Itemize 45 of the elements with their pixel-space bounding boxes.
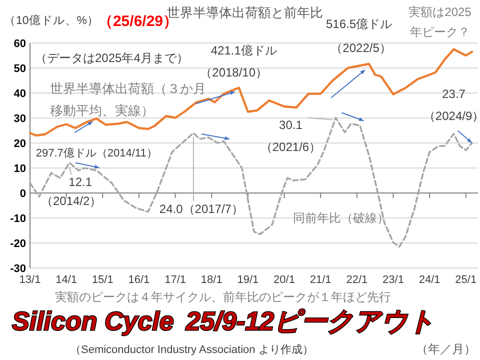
y-tick-label: -20 <box>10 238 26 250</box>
y-tick-label: 10 <box>14 163 26 175</box>
annotation: 297.7億ドル（2014/11） <box>36 146 158 160</box>
series-label: 同前年比（破線） <box>293 211 389 225</box>
y-tick-label: 50 <box>14 63 26 75</box>
annotation: （2018/10） <box>200 66 268 80</box>
y-tick-label: -30 <box>10 263 26 275</box>
annotation: （2014/2） <box>41 194 102 208</box>
annotation: 516.5億ドル <box>326 16 392 31</box>
x-tick-label: 15/1 <box>92 274 114 286</box>
annotation: 24.0（2017/7） <box>159 202 244 216</box>
x-tick-label: 25/1 <box>455 274 477 286</box>
annotation: （2021/6） <box>260 140 322 154</box>
text: （Semiconductor Industry Association より作成） <box>70 343 314 356</box>
y-tick-label: 20 <box>14 138 26 150</box>
x-tick-label: 24/1 <box>418 274 440 286</box>
y-tick-label: 0 <box>20 188 26 200</box>
x-tick-label: 14/1 <box>56 274 78 286</box>
x-tick-label: 13/1 <box>19 274 41 286</box>
annotation: 30.1 <box>279 118 303 132</box>
text: Silicon Cycle <box>12 306 174 336</box>
annotation: （2022/5） <box>330 40 392 55</box>
x-tick-label: 19/1 <box>237 274 259 286</box>
x-tick-label: 20/1 <box>274 274 295 286</box>
text: 25/9-12ピークアウト <box>184 306 436 336</box>
series-label: 世界半導体出荷額（３か月移動平均、実線） <box>50 81 206 118</box>
y-tick-label: 40 <box>14 88 26 100</box>
y-tick-label: 60 <box>14 38 26 50</box>
y-tick-label: -10 <box>10 213 26 225</box>
annotation: （データは2025年4月まで） <box>35 51 188 65</box>
annotation: （2024/9） <box>423 108 480 123</box>
text: 実額のピークは４年サイクル、前年比のピークが１年ほど先行 <box>55 290 391 304</box>
y-axis-title: （10億ドル、%） <box>4 13 100 27</box>
x-tick-label: 16/1 <box>128 274 150 286</box>
x-tick-label: 18/1 <box>200 274 222 286</box>
x-tick-label: 23/1 <box>382 274 404 286</box>
x-tick-label: 17/1 <box>164 274 186 286</box>
x-tick-label: 22/1 <box>346 274 368 286</box>
x-tick-label: 21/1 <box>310 274 332 286</box>
annotation: 421.1億ドル <box>210 44 277 58</box>
text: 実額は2025年ピーク？ <box>408 5 472 39</box>
y-tick-label: 30 <box>14 113 26 125</box>
x-axis-title: （年／月） <box>416 342 476 356</box>
annotation: 12.1 <box>68 174 92 189</box>
annotation: 23.7 <box>442 86 466 101</box>
